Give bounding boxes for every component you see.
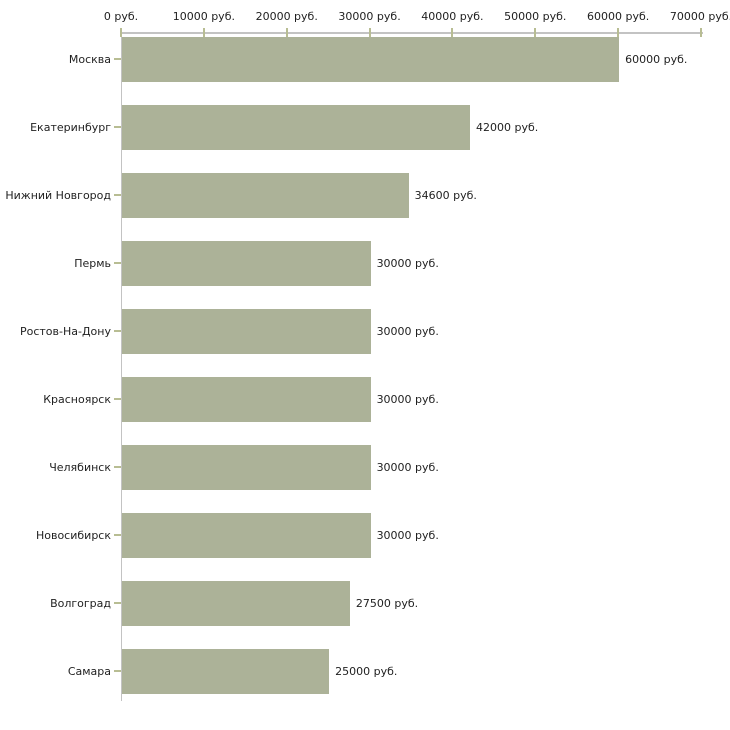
category-tick-mark (114, 534, 121, 536)
category-label: Челябинск (49, 461, 111, 474)
category-tick-mark (114, 330, 121, 332)
category-label: Екатеринбург (30, 121, 111, 134)
bar (122, 37, 620, 82)
bar (122, 309, 371, 354)
plot-area: Москва 60000 руб. Екатеринбург 42000 руб. Ни… (5, 28, 703, 701)
x-axis-tick (617, 28, 620, 37)
bar-value-label: 27500 руб. (355, 597, 419, 610)
bar-value-label: 30000 руб. (376, 461, 439, 474)
x-axis-tick (202, 28, 205, 37)
x-axis-tick-label: 0 руб. (103, 10, 139, 23)
bar (122, 105, 470, 150)
x-axis-tick-labels: 0 руб. 10000 руб. 20000 руб. 30000 руб. 4000… (0, 0, 730, 30)
x-axis-line (121, 32, 703, 34)
bar-value-label: 60000 руб. (625, 53, 688, 66)
x-axis-tick-label: 10000 руб. (172, 10, 235, 23)
bar-value-label: 30000 руб. (376, 529, 439, 542)
bar (122, 649, 330, 694)
bar (122, 513, 371, 558)
bar (122, 377, 371, 422)
x-axis-tick-label: 50000 руб. (504, 10, 567, 23)
bar-value-label: 30000 руб. (376, 325, 439, 338)
x-axis-tick (285, 28, 288, 37)
x-axis-tick-label: 60000 руб. (587, 10, 650, 23)
y-axis-line (121, 32, 122, 701)
category-tick-mark (114, 262, 121, 264)
bar-value-label: 42000 руб. (476, 121, 539, 134)
x-axis-tick-label: 40000 руб. (421, 10, 484, 23)
category-tick-mark (114, 58, 121, 60)
x-axis-tick (451, 28, 454, 37)
category-label: Новосибирск (35, 529, 111, 542)
category-tick-mark (114, 398, 121, 400)
bar-value-label: 30000 руб. (376, 257, 439, 270)
category-tick-mark (114, 466, 121, 468)
bar-value-label: 25000 руб. (335, 665, 398, 678)
category-tick-mark (114, 670, 121, 672)
category-label: Самара (67, 665, 111, 678)
bar (122, 241, 371, 286)
bar (122, 581, 350, 626)
category-label: Пермь (74, 257, 111, 270)
category-tick-mark (114, 194, 121, 196)
category-label: Нижний Новгород (5, 189, 111, 202)
bar-value-label: 30000 руб. (376, 393, 439, 406)
x-axis-tick-label: 30000 руб. (338, 10, 401, 23)
category-label: Волгоград (50, 597, 111, 610)
bar (122, 445, 371, 490)
bar-value-label: 34600 руб. (414, 189, 477, 202)
x-axis-tick-label: 20000 руб. (255, 10, 318, 23)
category-tick-mark (114, 602, 121, 604)
x-axis-tick-label: 70000 руб. (669, 10, 730, 23)
x-axis-tick (120, 28, 122, 37)
bar (122, 173, 409, 218)
category-label: Красноярск (43, 393, 111, 406)
category-label: Москва (68, 53, 111, 66)
category-tick-mark (114, 126, 121, 128)
x-axis-tick (368, 28, 371, 37)
category-label: Ростов-На-Дону (19, 325, 111, 338)
x-axis-tick (534, 28, 537, 37)
x-axis-tick (700, 28, 702, 37)
